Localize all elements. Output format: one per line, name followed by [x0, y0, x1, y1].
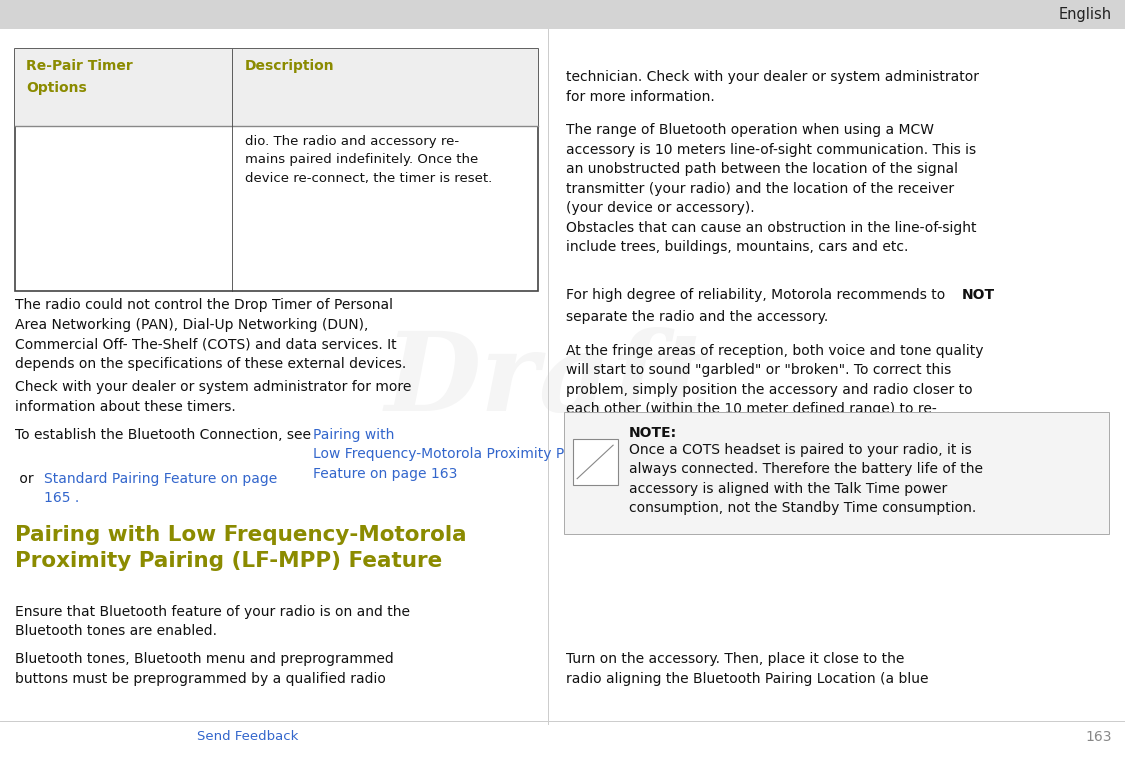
Text: Draft: Draft [385, 326, 711, 435]
Text: Description: Description [245, 59, 335, 72]
Text: The radio could not control the Drop Timer of Personal
Area Networking (PAN), Di: The radio could not control the Drop Tim… [15, 298, 406, 371]
Text: Turn on the accessory. Then, place it close to the
radio aligning the Bluetooth : Turn on the accessory. Then, place it cl… [566, 652, 928, 686]
Text: Ensure that Bluetooth feature of your radio is on and the
Bluetooth tones are en: Ensure that Bluetooth feature of your ra… [15, 605, 410, 638]
Text: Pairing with
Low Frequency-Motorola Proximity Pairing (LF-MPP)
Feature on page 1: Pairing with Low Frequency-Motorola Prox… [313, 428, 668, 481]
Bar [573, 439, 618, 485]
Text: 163: 163 [1084, 730, 1112, 743]
Text: NOT: NOT [962, 288, 994, 301]
Bar [564, 412, 1109, 534]
Text: NOTE:: NOTE: [629, 426, 677, 440]
Text: The range of Bluetooth operation when using a MCW
accessory is 10 meters line-of: The range of Bluetooth operation when us… [566, 123, 976, 254]
Text: Once a COTS headset is paired to your radio, it is
always connected. Therefore t: Once a COTS headset is paired to your ra… [629, 443, 983, 515]
Text: separate the radio and the accessory.: separate the radio and the accessory. [566, 310, 828, 324]
Bar [15, 49, 538, 126]
Text: Re-Pair Timer: Re-Pair Timer [26, 59, 133, 72]
Text: Standard Pairing Feature on page
165 .: Standard Pairing Feature on page 165 . [44, 472, 277, 505]
Text: Pairing with Low Frequency-Motorola
Proximity Pairing (LF-MPP) Feature: Pairing with Low Frequency-Motorola Prox… [15, 525, 466, 571]
Text: dio. The radio and accessory re-
mains paired indefinitely. Once the
device re-c: dio. The radio and accessory re- mains p… [245, 135, 493, 185]
Text: For high degree of reliability, Motorola recommends to: For high degree of reliability, Motorola… [566, 288, 950, 301]
Text: At the fringe areas of reception, both voice and tone quality
will start to soun: At the fringe areas of reception, both v… [566, 344, 983, 436]
Bar [15, 49, 538, 291]
Text: Check with your dealer or system administrator for more
information about these : Check with your dealer or system adminis… [15, 380, 411, 414]
Bar [0, 0, 1125, 29]
Text: Send Feedback: Send Feedback [197, 730, 298, 743]
Text: Options: Options [26, 81, 87, 95]
Text: To establish the Bluetooth Connection, see: To establish the Bluetooth Connection, s… [15, 428, 315, 441]
Text: or: or [15, 472, 37, 486]
Text: Bluetooth tones, Bluetooth menu and preprogrammed
buttons must be preprogrammed : Bluetooth tones, Bluetooth menu and prep… [15, 652, 394, 686]
Text: technician. Check with your dealer or system administrator
for more information.: technician. Check with your dealer or sy… [566, 70, 979, 103]
Text: English: English [1059, 7, 1112, 22]
